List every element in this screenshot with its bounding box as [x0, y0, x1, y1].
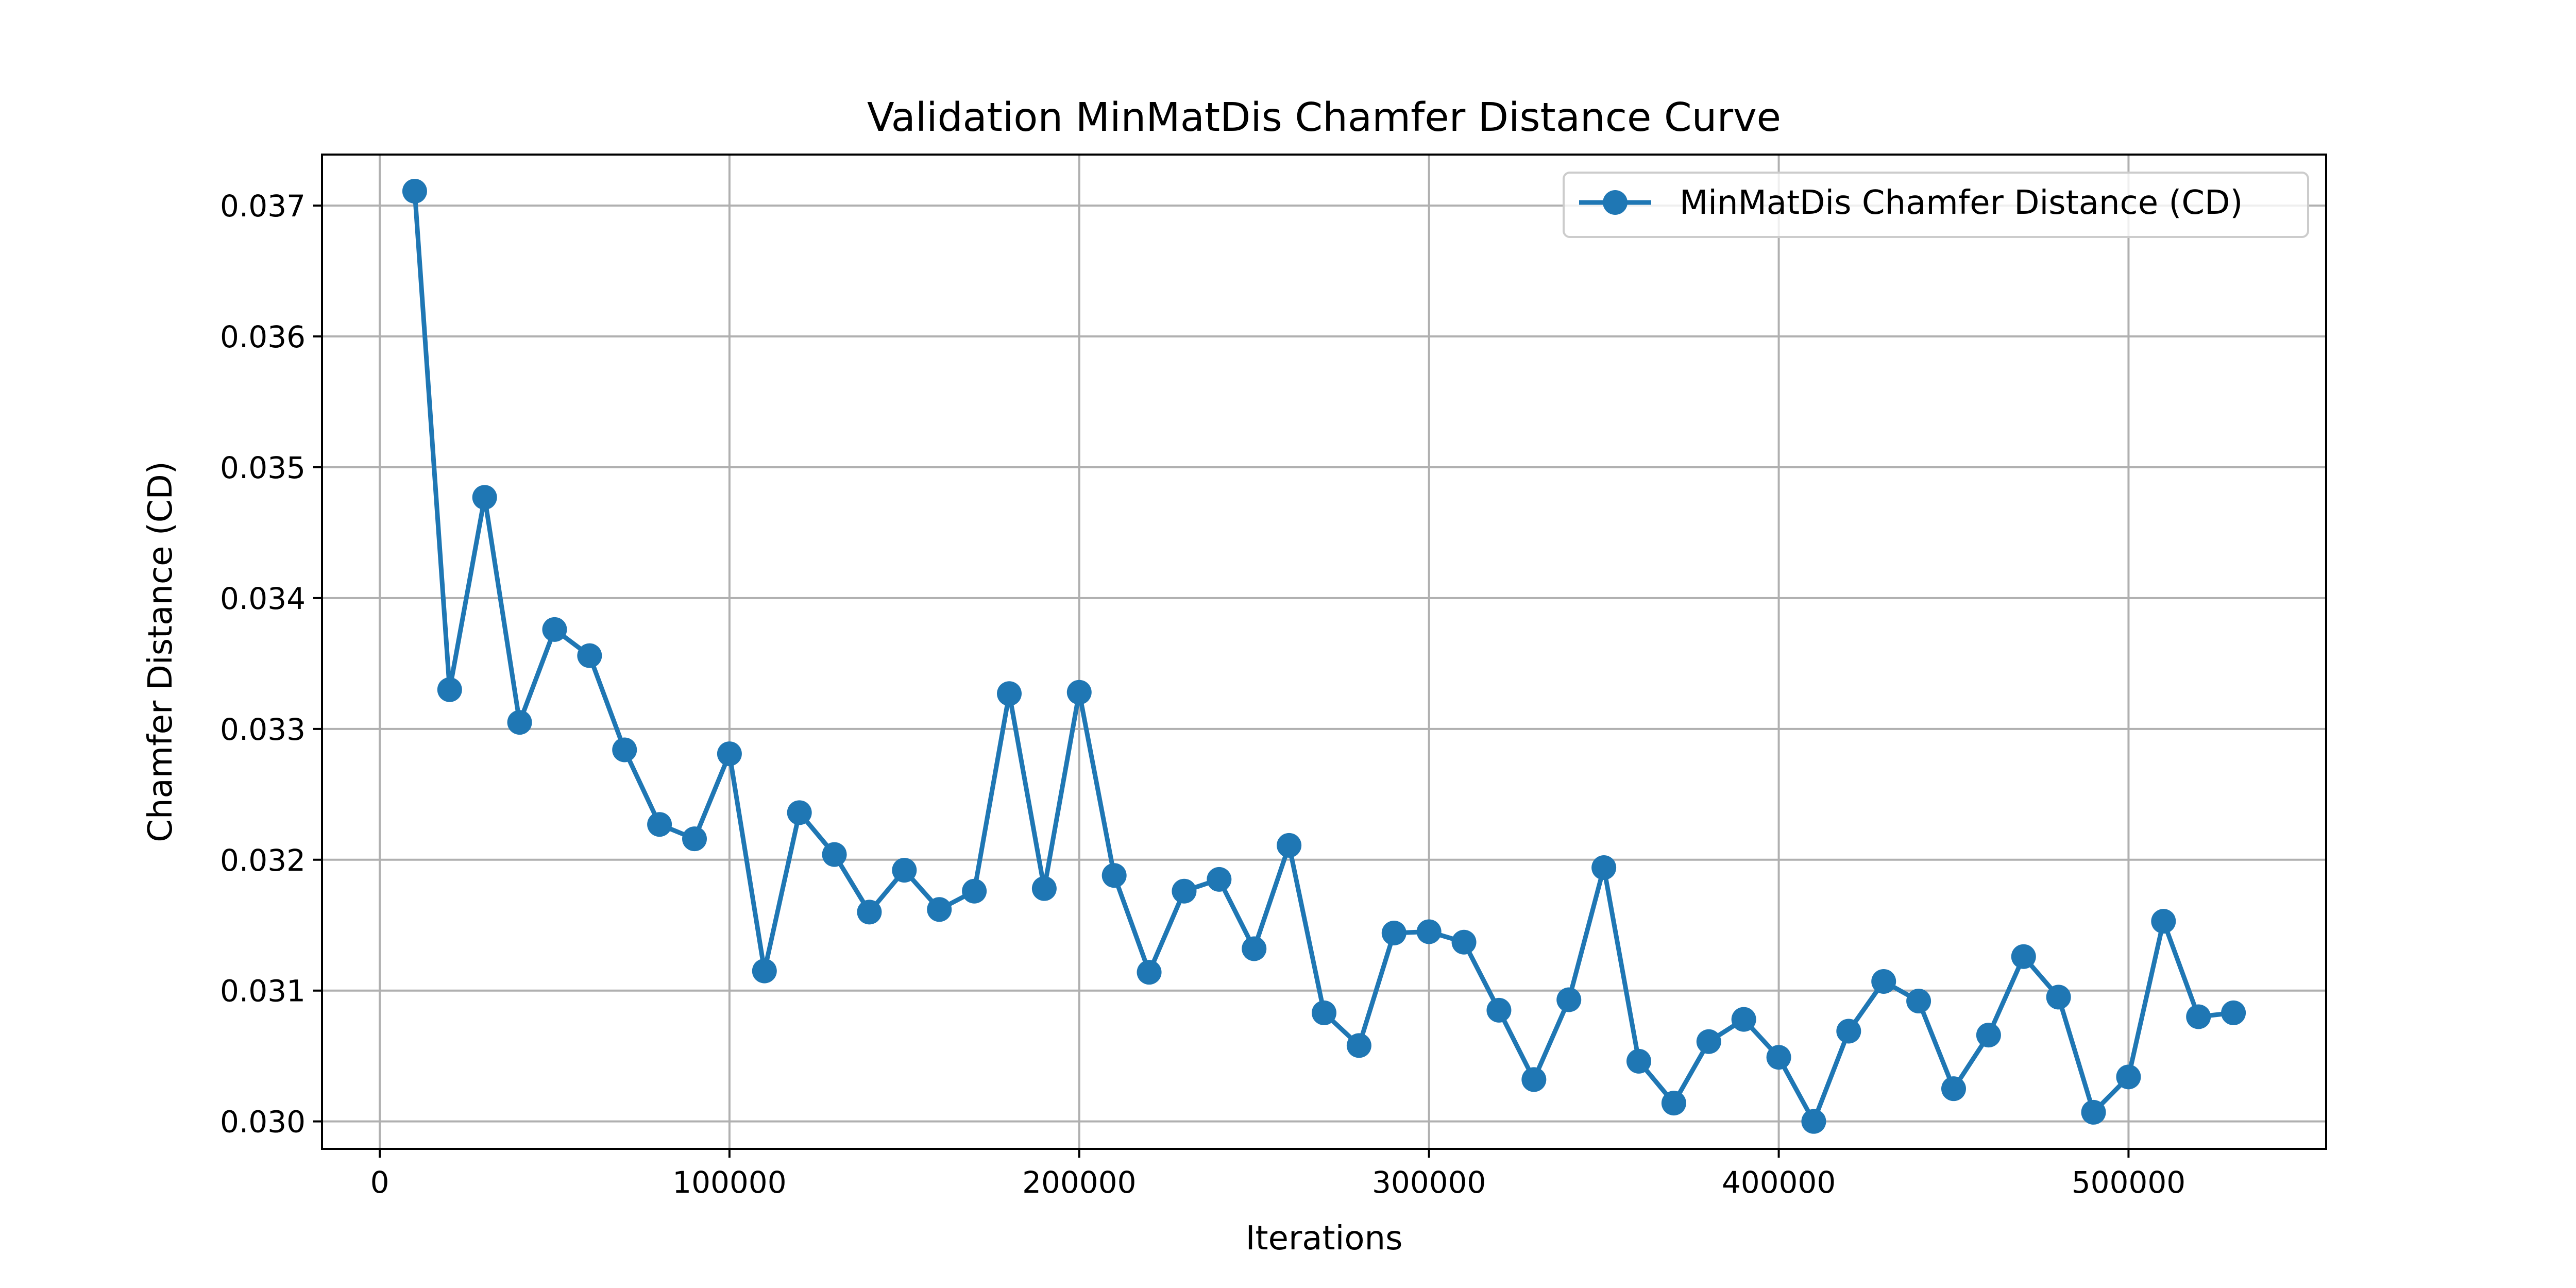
- data-point: [1346, 1033, 1371, 1058]
- data-point: [1101, 863, 1127, 888]
- x-tick-label: 200000: [1022, 1165, 1136, 1200]
- data-point: [1591, 855, 1617, 880]
- y-axis-title: Chamfer Distance (CD): [142, 461, 180, 842]
- legend: MinMatDis Chamfer Distance (CD): [1563, 172, 2309, 238]
- data-point: [1976, 1023, 2001, 1048]
- legend-marker-swatch: [1603, 190, 1628, 215]
- grid: [322, 155, 2326, 1149]
- data-point: [1661, 1091, 1686, 1116]
- data-point: [577, 643, 602, 668]
- data-point: [1066, 680, 1092, 705]
- data-point: [1731, 1007, 1756, 1032]
- y-tick-label: 0.036: [220, 319, 306, 354]
- data-point: [402, 179, 427, 204]
- data-point: [1451, 929, 1477, 955]
- data-point: [1766, 1045, 1791, 1070]
- data-point: [962, 878, 987, 904]
- plot-frame: [321, 154, 2327, 1150]
- chart-title: Validation MinMatDis Chamfer Distance Cu…: [867, 95, 1781, 141]
- legend-box: [1563, 172, 2309, 238]
- legend-label: MinMatDis Chamfer Distance (CD): [1680, 184, 2243, 222]
- x-tick-label: 100000: [672, 1165, 786, 1200]
- data-point: [892, 858, 917, 883]
- data-point: [1871, 969, 1896, 994]
- data-point: [2046, 985, 2071, 1010]
- data-point: [1626, 1048, 1651, 1074]
- data-point: [1312, 1000, 1336, 1025]
- data-point: [1941, 1076, 1966, 1101]
- data-point: [1242, 936, 1267, 961]
- x-tick-label: 300000: [1372, 1165, 1486, 1200]
- data-point: [542, 617, 567, 642]
- data-point: [647, 812, 672, 837]
- y-tick-label: 0.033: [220, 712, 306, 747]
- y-tick-label: 0.034: [220, 581, 306, 616]
- data-point: [1836, 1019, 1861, 1044]
- y-tick-label: 0.037: [220, 189, 306, 224]
- data-point: [2186, 1004, 2211, 1029]
- y-tick-label: 0.035: [220, 450, 306, 485]
- data-point: [717, 741, 742, 767]
- data-point: [1277, 833, 1302, 858]
- data-point: [997, 681, 1022, 706]
- data-point: [927, 897, 952, 922]
- data-point: [1696, 1029, 1721, 1054]
- data-point: [857, 900, 882, 925]
- data-point: [1556, 987, 1582, 1012]
- y-tick-label: 0.031: [220, 974, 306, 1009]
- data-point: [1031, 876, 1057, 901]
- data-point: [752, 958, 777, 984]
- data-point: [1172, 878, 1197, 904]
- data-point: [2011, 944, 2036, 969]
- x-axis-title: Iterations: [1246, 1219, 1403, 1258]
- data-point: [507, 710, 532, 735]
- data-point: [787, 800, 812, 825]
- data-point: [2221, 1000, 2246, 1025]
- data-point: [1381, 920, 1406, 945]
- data-point: [2151, 909, 2176, 934]
- data-point: [612, 737, 637, 762]
- data-point: [2081, 1099, 2106, 1125]
- data-point: [1137, 960, 1162, 985]
- y-tick-label: 0.030: [220, 1105, 306, 1140]
- data-point: [682, 826, 707, 852]
- data-point: [1906, 989, 1931, 1014]
- data-point: [472, 485, 497, 510]
- data-point: [1416, 919, 1442, 944]
- x-tick-label: 500000: [2072, 1165, 2185, 1200]
- data-point: [1801, 1109, 1826, 1134]
- data-point: [1207, 867, 1232, 892]
- data-point: [1521, 1067, 1547, 1092]
- x-tick-label: 400000: [1722, 1165, 1836, 1200]
- axis-ticks: 0 100000 200000 300000 400000 500000 0.030 0.03…: [220, 189, 2185, 1200]
- data-point: [437, 677, 462, 702]
- y-tick-label: 0.032: [220, 843, 306, 878]
- x-tick-label: 0: [370, 1165, 389, 1200]
- data-point: [822, 842, 847, 867]
- data-series: [402, 179, 2246, 1134]
- data-point: [2116, 1064, 2141, 1090]
- data-point: [1486, 997, 1512, 1023]
